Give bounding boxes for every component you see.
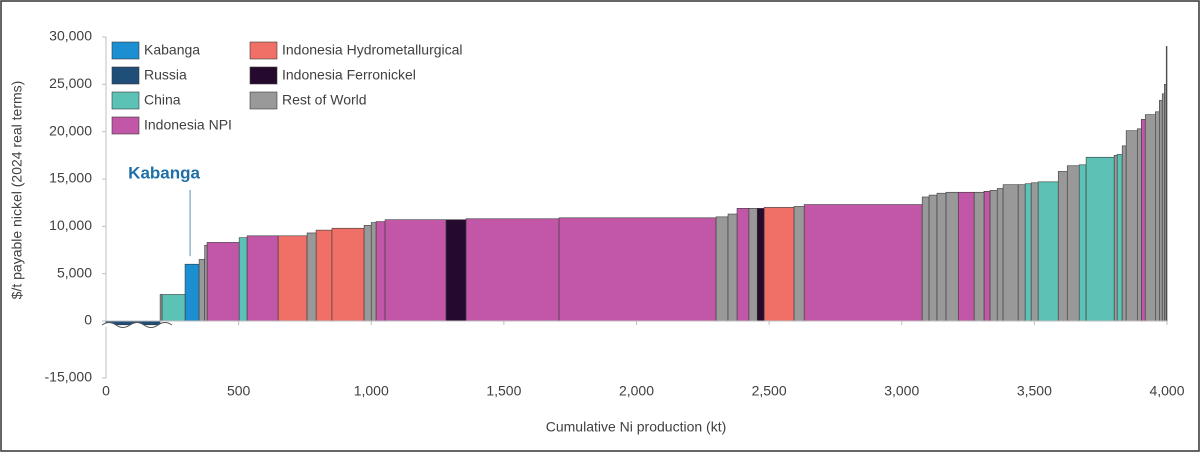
cost-bar <box>1078 164 1087 322</box>
x-tick-label: 1,500 <box>486 383 521 399</box>
cost-bar <box>384 219 447 322</box>
cost-bar <box>1024 183 1032 322</box>
cost-bar <box>1136 128 1142 322</box>
cost-bar <box>306 232 317 322</box>
legend-swatch <box>249 91 278 110</box>
cost-bar <box>206 242 240 322</box>
x-tick-label: 500 <box>227 383 251 399</box>
annotation: Kabanga <box>128 163 200 182</box>
cost-bar <box>315 229 333 322</box>
cost-bar <box>727 213 738 322</box>
cost-bar <box>375 221 386 322</box>
cost-bar <box>1165 46 1168 322</box>
cost-bar <box>921 196 930 322</box>
cost-bar <box>198 259 205 322</box>
y-tick-label: 30,000 <box>49 28 92 44</box>
cost-bar <box>1140 119 1146 322</box>
cost-bar <box>1017 184 1026 322</box>
legend-swatch <box>111 116 140 135</box>
axis-break <box>101 323 173 331</box>
x-tick-label: 0 <box>102 383 110 399</box>
cost-bar <box>736 208 750 322</box>
legend-swatch <box>111 66 140 85</box>
cost-bar <box>445 219 467 322</box>
cost-bar <box>558 217 717 322</box>
x-tick-label: 4,000 <box>1149 383 1184 399</box>
cost-bar <box>715 216 729 322</box>
legend-swatch <box>249 41 278 60</box>
cost-bar <box>756 208 765 322</box>
y-tick-label: 25,000 <box>49 75 92 91</box>
y-tick-label: 20,000 <box>49 122 92 138</box>
cost-bar <box>1121 145 1127 322</box>
x-tick-label: 2,500 <box>752 383 787 399</box>
cost-bar <box>1066 165 1080 322</box>
y-tick-label: 15,000 <box>49 170 92 186</box>
cost-bar <box>973 191 985 322</box>
cost-bar <box>238 237 248 322</box>
cost-bar <box>161 294 186 322</box>
cost-bar <box>370 222 377 322</box>
legend-label: Kabanga <box>144 42 200 58</box>
legend-swatch <box>249 66 278 85</box>
cost-bar <box>204 244 208 322</box>
x-tick-label: 3,500 <box>1017 383 1052 399</box>
cost-bar <box>989 190 998 322</box>
x-tick-label: 3,000 <box>884 383 919 399</box>
cost-bar <box>1155 111 1160 322</box>
cost-bar <box>1085 156 1115 322</box>
cost-bar <box>1125 130 1138 322</box>
cost-bar <box>793 206 805 322</box>
axis-break <box>101 322 173 328</box>
cost-bar <box>277 235 308 322</box>
cost-bar <box>1057 171 1068 322</box>
x-tick-label: 2,000 <box>619 383 654 399</box>
x-tick-label: 1,000 <box>354 383 389 399</box>
legend-label: China <box>144 92 181 108</box>
cost-bar <box>1002 184 1019 322</box>
cost-bar <box>983 191 991 322</box>
legend-label: Indonesia NPI <box>144 117 232 133</box>
legend-label: Indonesia Hydrometallurgical <box>282 42 463 58</box>
y-tick-label: 10,000 <box>49 217 92 233</box>
y-tick-label: 5,000 <box>57 264 92 280</box>
legend-swatch <box>111 91 140 110</box>
cost-bar <box>928 194 938 322</box>
cost-bar <box>996 188 1004 322</box>
cost-bar <box>184 263 200 322</box>
cost-bar <box>465 218 560 322</box>
cost-bar <box>1113 155 1118 322</box>
y-tick-label: 0 <box>84 312 92 328</box>
cost-bar <box>763 207 795 322</box>
cost-bar <box>1159 100 1163 322</box>
cost-bar <box>1161 93 1165 322</box>
cost-bar <box>363 225 372 322</box>
cost-bar <box>1144 114 1156 322</box>
cost-bar <box>936 192 947 322</box>
cost-bar <box>945 191 959 322</box>
legend-label: Russia <box>144 67 187 83</box>
y-tick-label: -15,000 <box>45 369 93 385</box>
cost-bar <box>748 208 758 322</box>
cost-bar <box>1116 154 1123 322</box>
legend-label: Indonesia Ferronickel <box>282 67 416 83</box>
legend-swatch <box>111 41 140 60</box>
y-axis-label: $/t payable nickel (2024 real terms) <box>9 81 25 300</box>
cost-bar <box>159 294 163 322</box>
legend-label: Rest of World <box>282 92 367 108</box>
cost-bar <box>1030 182 1039 322</box>
x-axis-label: Cumulative Ni production (kt) <box>546 419 727 435</box>
cost-bar <box>246 235 279 322</box>
cost-bar <box>803 204 923 322</box>
cost-bar <box>331 227 365 322</box>
cost-bar <box>1037 181 1059 322</box>
cost-bar <box>957 191 975 322</box>
